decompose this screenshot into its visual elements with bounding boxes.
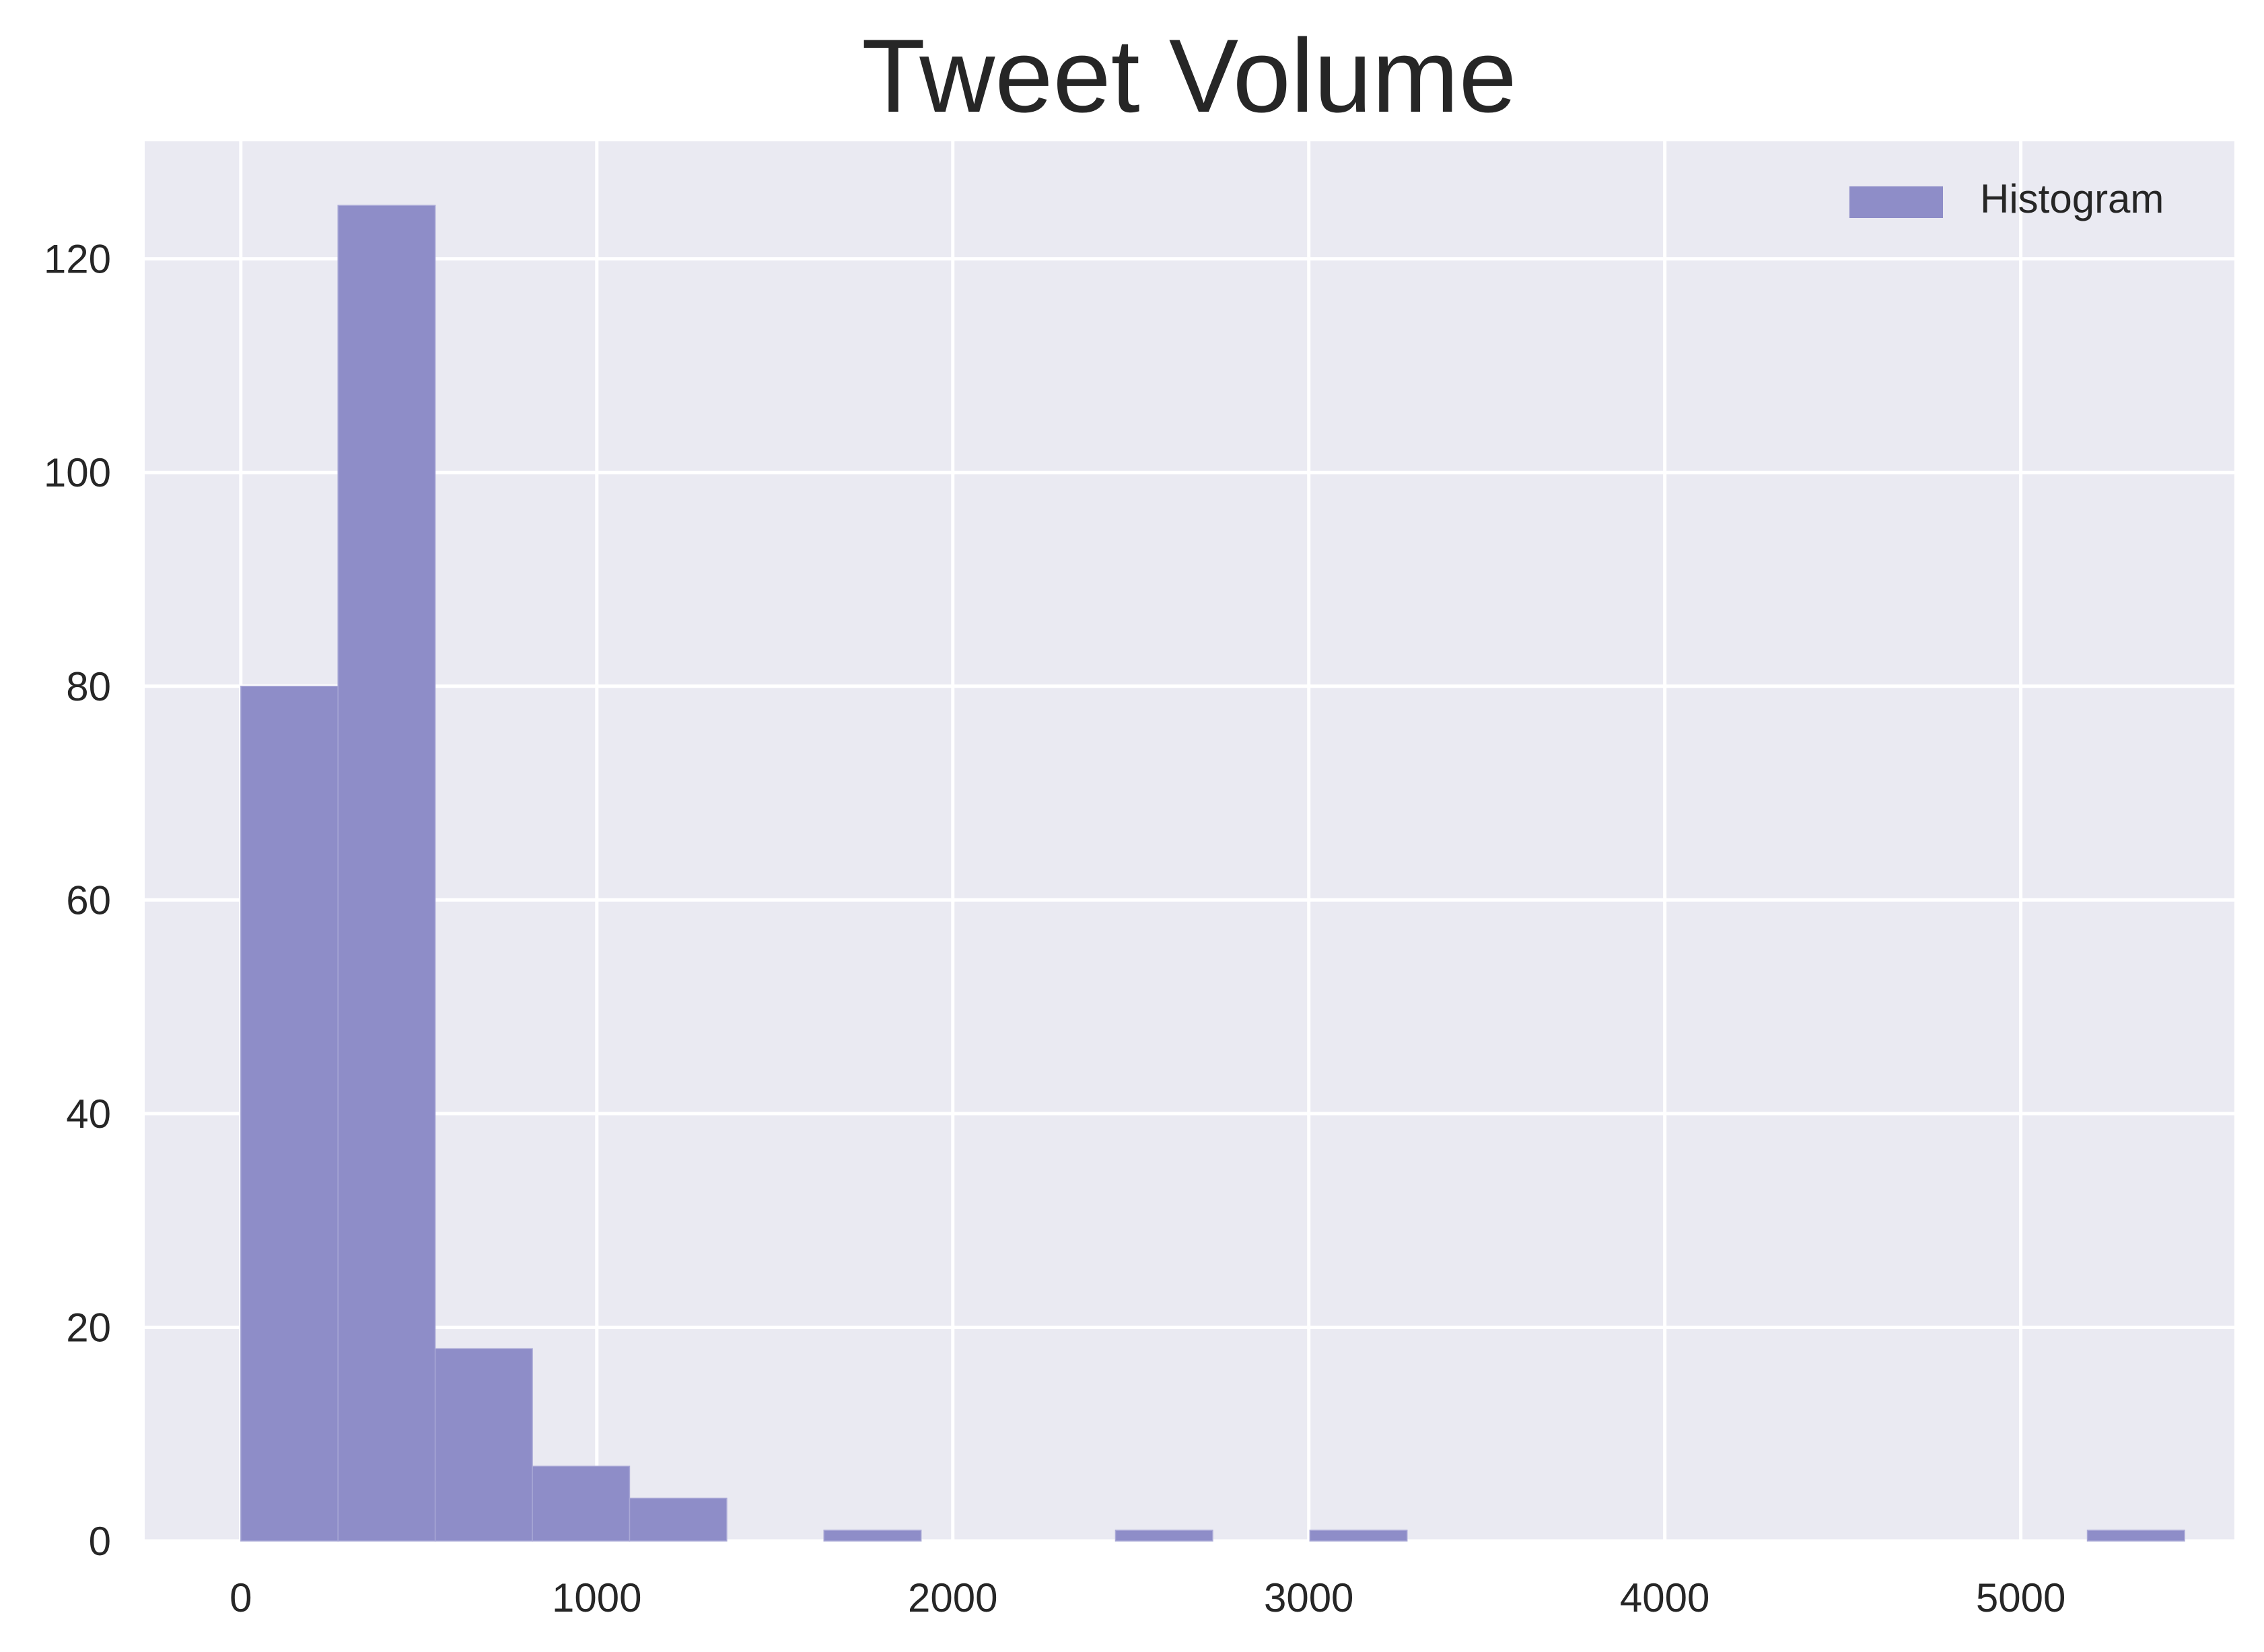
grid-lines [145, 141, 2234, 1543]
histogram-bar [434, 1348, 533, 1542]
y-tick-label: 100 [44, 450, 111, 495]
histogram-bar [532, 1466, 631, 1542]
legend: Histogram [1849, 176, 2164, 221]
x-tick-label: 5000 [1976, 1575, 2065, 1620]
y-tick-label: 20 [66, 1305, 111, 1350]
histogram-bar [240, 686, 339, 1542]
x-tick-label: 2000 [908, 1575, 997, 1620]
histogram-bar [337, 205, 436, 1542]
plot-area [145, 141, 2234, 1541]
histogram-bar [1309, 1530, 1408, 1542]
x-axis-ticks: 0 1000 2000 3000 4000 5000 [229, 1575, 2065, 1620]
histogram-bar [823, 1530, 922, 1542]
histogram-bar [2086, 1530, 2185, 1542]
y-tick-label: 120 [44, 237, 111, 282]
x-tick-label: 4000 [1620, 1575, 1709, 1620]
histogram-bars [240, 205, 2185, 1542]
y-tick-label: 80 [66, 664, 111, 709]
x-tick-label: 3000 [1264, 1575, 1353, 1620]
x-tick-label: 1000 [552, 1575, 641, 1620]
y-axis-ticks: 0 20 40 60 80 100 120 [44, 237, 111, 1564]
y-tick-label: 40 [66, 1091, 111, 1137]
chart-title: Tweet Volume [861, 17, 1517, 134]
legend-label-histogram: Histogram [1980, 176, 2164, 221]
y-tick-label: 60 [66, 877, 111, 923]
histogram-bar [629, 1497, 728, 1542]
legend-swatch-histogram [1849, 186, 1943, 218]
histogram-bar [1115, 1530, 1213, 1542]
y-tick-label: 0 [89, 1519, 111, 1564]
x-tick-label: 0 [229, 1575, 252, 1620]
